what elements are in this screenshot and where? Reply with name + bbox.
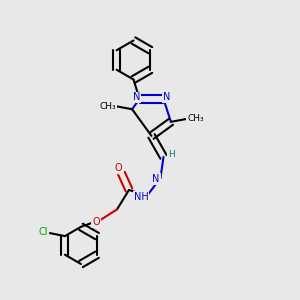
Text: CH₃: CH₃ bbox=[187, 114, 204, 123]
Text: NH: NH bbox=[134, 192, 148, 203]
Text: H: H bbox=[168, 150, 174, 159]
Text: N: N bbox=[152, 174, 160, 184]
Text: N: N bbox=[133, 92, 140, 103]
Text: Cl: Cl bbox=[38, 226, 48, 237]
Text: O: O bbox=[114, 163, 122, 173]
Text: N: N bbox=[163, 92, 170, 103]
Text: O: O bbox=[92, 217, 100, 227]
Text: CH₃: CH₃ bbox=[100, 102, 116, 111]
